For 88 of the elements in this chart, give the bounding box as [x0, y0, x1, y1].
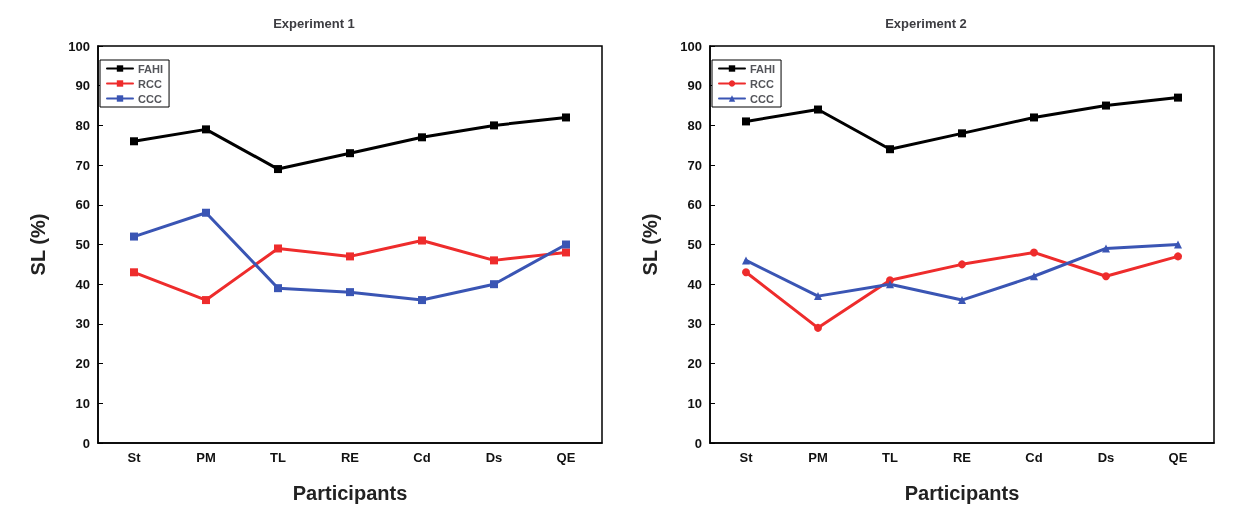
y-tick-label: 80 — [75, 117, 90, 133]
x-axis-title: Participants — [904, 482, 1020, 504]
point — [1030, 248, 1038, 257]
y-tick-label: 100 — [68, 38, 90, 54]
y-tick-label: 20 — [687, 356, 702, 372]
point — [814, 105, 822, 114]
point — [958, 129, 966, 138]
x-tick-label: Ds — [485, 450, 503, 465]
y-tick-label: 50 — [687, 237, 702, 252]
chart-title: Experiment 2 — [885, 16, 967, 31]
point — [130, 268, 138, 277]
y-tick-label: 70 — [687, 157, 702, 173]
y-tick-label: 80 — [687, 117, 702, 133]
point — [1102, 244, 1110, 253]
point — [1102, 272, 1110, 281]
y-tick-label: 0 — [694, 435, 702, 451]
point — [1030, 272, 1038, 281]
point — [418, 133, 426, 142]
y-tick-label: 70 — [75, 157, 90, 173]
y-tick-label: 60 — [687, 197, 702, 213]
point — [814, 292, 822, 301]
legend-label: RCC — [138, 77, 162, 90]
point — [1174, 252, 1182, 261]
point — [274, 244, 282, 253]
x-tick-label: QE — [1168, 450, 1188, 465]
point — [958, 260, 966, 269]
y-tick-label: 90 — [687, 78, 702, 94]
legend-label: FAHI — [750, 62, 776, 75]
y-tick-label: 20 — [75, 356, 90, 372]
x-tick-label: TL — [882, 450, 898, 465]
point — [490, 256, 498, 265]
point — [346, 288, 354, 297]
point — [130, 137, 138, 146]
point — [202, 296, 210, 305]
point — [886, 280, 894, 289]
point — [1030, 113, 1038, 122]
x-tick-label: St — [127, 450, 142, 465]
point — [1102, 101, 1110, 110]
point — [958, 296, 966, 305]
point — [562, 113, 570, 122]
point — [886, 145, 894, 154]
x-tick-label: PM — [808, 450, 828, 465]
x-tick-label: St — [739, 450, 754, 465]
legend-label: FAHI — [138, 62, 164, 75]
point — [490, 121, 498, 130]
x-tick-label: TL — [270, 450, 286, 465]
y-tick-label: 100 — [680, 38, 702, 54]
point — [1174, 240, 1182, 249]
y-tick-label: 0 — [82, 435, 90, 451]
x-tick-label: QE — [556, 450, 576, 465]
point — [418, 296, 426, 305]
point — [274, 284, 282, 293]
point — [562, 240, 570, 249]
point — [346, 252, 354, 261]
x-tick-label: PM — [196, 450, 216, 465]
x-tick-label: Ds — [1097, 450, 1115, 465]
point — [130, 232, 138, 241]
point — [274, 165, 282, 174]
x-tick-label: RE — [952, 450, 972, 465]
legend-label: CCC — [750, 92, 774, 105]
chart-title: Experiment 1 — [273, 16, 355, 31]
point — [418, 236, 426, 245]
point — [814, 323, 822, 332]
point — [202, 125, 210, 134]
y-tick-label: 50 — [75, 237, 90, 252]
x-tick-label: Cd — [413, 450, 431, 465]
x-tick-label: RE — [340, 450, 360, 465]
legend-label: CCC — [138, 92, 162, 105]
y-tick-label: 30 — [687, 316, 702, 332]
legend-label: RCC — [750, 77, 774, 90]
y-tick-label: 40 — [75, 276, 90, 292]
x-tick-label: Cd — [1025, 450, 1043, 465]
point — [742, 268, 750, 277]
point — [1174, 93, 1182, 102]
y-tick-label: 90 — [75, 78, 90, 94]
y-tick-label: 40 — [687, 276, 702, 292]
y-tick-label: 30 — [75, 316, 90, 332]
y-tick-label: 10 — [687, 395, 702, 411]
y-tick-label: 60 — [75, 197, 90, 213]
y-axis-title: SL (%) — [27, 213, 49, 276]
y-tick-label: 10 — [75, 395, 90, 411]
point — [202, 208, 210, 217]
x-axis-title: Participants — [292, 482, 408, 504]
point — [346, 149, 354, 158]
point — [742, 256, 750, 265]
point — [742, 117, 750, 126]
y-axis-title: SL (%) — [639, 213, 661, 276]
point — [490, 280, 498, 289]
